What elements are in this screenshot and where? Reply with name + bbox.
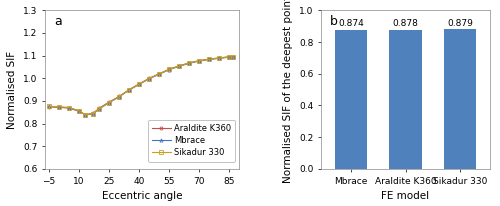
Araldite K360 bbox=[156, 73, 162, 75]
Araldite K360 bbox=[56, 106, 62, 109]
Araldite K360 bbox=[136, 83, 142, 85]
Araldite K360 bbox=[106, 101, 112, 103]
Araldite K360 bbox=[116, 95, 122, 98]
Mbrace bbox=[66, 107, 72, 109]
Sikadur 330 bbox=[126, 89, 132, 91]
Sikadur 330 bbox=[76, 109, 82, 112]
Araldite K360 bbox=[76, 110, 82, 112]
Araldite K360 bbox=[176, 65, 182, 67]
Sikadur 330 bbox=[206, 58, 212, 61]
Y-axis label: Normalised SIF: Normalised SIF bbox=[8, 50, 18, 129]
Sikadur 330 bbox=[116, 95, 122, 98]
Araldite K360 bbox=[186, 62, 192, 64]
Bar bbox=[444, 29, 476, 169]
Araldite K360 bbox=[166, 68, 172, 70]
Mbrace bbox=[106, 102, 112, 104]
Line: Mbrace: Mbrace bbox=[48, 56, 235, 117]
Araldite K360 bbox=[96, 107, 102, 109]
X-axis label: FE model: FE model bbox=[382, 191, 430, 201]
Sikadur 330 bbox=[186, 62, 192, 64]
Mbrace bbox=[126, 89, 132, 91]
Line: Araldite K360: Araldite K360 bbox=[48, 55, 235, 116]
Sikadur 330 bbox=[106, 101, 112, 104]
Mbrace bbox=[166, 68, 172, 71]
Araldite K360 bbox=[66, 107, 72, 109]
Araldite K360 bbox=[226, 56, 232, 58]
Mbrace bbox=[176, 65, 182, 68]
Sikadur 330 bbox=[166, 68, 172, 71]
Bar bbox=[334, 30, 368, 169]
Mbrace bbox=[146, 77, 152, 80]
Araldite K360 bbox=[146, 77, 152, 80]
Araldite K360 bbox=[196, 59, 202, 62]
Mbrace bbox=[90, 113, 96, 115]
Sikadur 330 bbox=[156, 73, 162, 75]
Text: a: a bbox=[54, 15, 62, 28]
Mbrace bbox=[156, 73, 162, 75]
Line: Sikadur 330: Sikadur 330 bbox=[48, 55, 235, 116]
Text: 0.878: 0.878 bbox=[392, 19, 418, 28]
Mbrace bbox=[82, 114, 88, 116]
Text: b: b bbox=[330, 15, 338, 28]
Sikadur 330 bbox=[196, 60, 202, 62]
Sikadur 330 bbox=[136, 83, 142, 85]
Araldite K360 bbox=[90, 112, 96, 115]
Bar bbox=[389, 30, 422, 169]
Sikadur 330 bbox=[226, 56, 232, 58]
Sikadur 330 bbox=[46, 105, 52, 107]
Text: 0.874: 0.874 bbox=[338, 19, 364, 28]
Mbrace bbox=[216, 57, 222, 60]
Sikadur 330 bbox=[176, 65, 182, 67]
Araldite K360 bbox=[126, 88, 132, 91]
Sikadur 330 bbox=[146, 77, 152, 80]
Mbrace bbox=[76, 110, 82, 112]
Mbrace bbox=[206, 58, 212, 61]
Y-axis label: Normalised SIF of the deepest point: Normalised SIF of the deepest point bbox=[284, 0, 294, 183]
Sikadur 330 bbox=[230, 56, 236, 58]
Sikadur 330 bbox=[96, 107, 102, 110]
Sikadur 330 bbox=[216, 57, 222, 59]
Legend: Araldite K360, Mbrace, Sikadur 330: Araldite K360, Mbrace, Sikadur 330 bbox=[148, 119, 235, 162]
Araldite K360 bbox=[216, 57, 222, 59]
Sikadur 330 bbox=[56, 106, 62, 108]
Mbrace bbox=[116, 96, 122, 98]
Araldite K360 bbox=[46, 106, 52, 108]
Sikadur 330 bbox=[90, 112, 96, 115]
Araldite K360 bbox=[206, 58, 212, 60]
Mbrace bbox=[136, 83, 142, 86]
Mbrace bbox=[230, 56, 236, 59]
Mbrace bbox=[46, 105, 52, 108]
Mbrace bbox=[56, 106, 62, 108]
Sikadur 330 bbox=[82, 114, 88, 116]
Sikadur 330 bbox=[66, 106, 72, 109]
Mbrace bbox=[186, 62, 192, 64]
Araldite K360 bbox=[82, 113, 88, 116]
Text: 0.879: 0.879 bbox=[447, 19, 473, 28]
X-axis label: Eccentric angle: Eccentric angle bbox=[102, 191, 182, 201]
Mbrace bbox=[196, 60, 202, 62]
Mbrace bbox=[226, 56, 232, 59]
Araldite K360 bbox=[230, 56, 236, 58]
Mbrace bbox=[96, 108, 102, 110]
